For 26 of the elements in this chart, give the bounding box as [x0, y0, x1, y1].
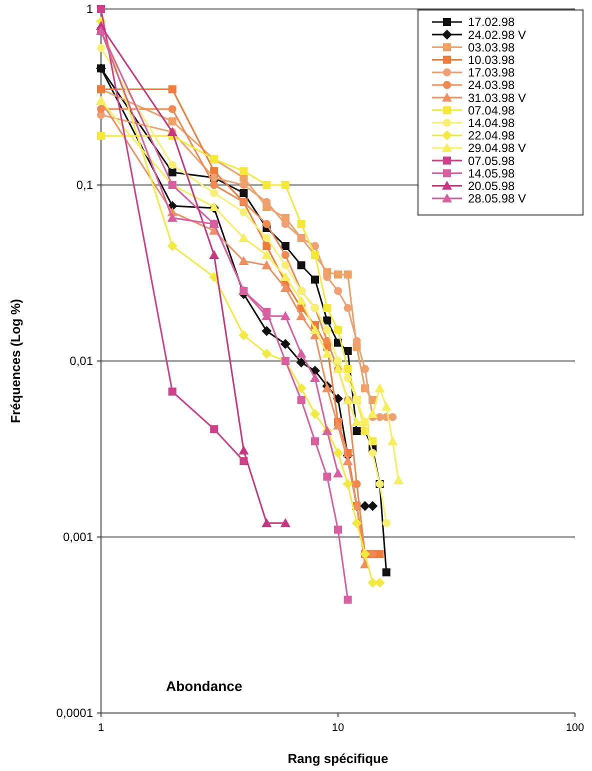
legend-label: 28.05.98 V	[468, 192, 526, 206]
y-tick-label: 0,0001	[56, 706, 94, 720]
x-tick-label: 10	[332, 722, 344, 734]
legend-label: 07.05.98	[468, 154, 516, 168]
y-axis-title: Fréquences (Log %)	[8, 298, 23, 424]
legend-label: 17.03.98	[468, 66, 516, 80]
legend-label: 14.04.98	[468, 116, 516, 130]
legend-label: 03.03.98	[468, 40, 516, 54]
x-axis-title: Rang spécifique	[288, 751, 388, 766]
legend-label: 24.02.98 V	[468, 28, 526, 42]
legend-label: 10.03.98	[468, 53, 516, 67]
x-tick-label: 100	[566, 722, 584, 734]
legend-label: 07.04.98	[468, 103, 516, 118]
x-tick-label: 1	[98, 722, 104, 734]
legend-label: 14.05.98	[468, 166, 516, 180]
legend-label: 20.05.98	[468, 179, 516, 193]
y-tick-label: 0,1	[76, 178, 94, 192]
legend-label: 31.03.98 V	[468, 90, 526, 105]
y-tick-label: 1	[86, 2, 94, 16]
legend-label: 22.04.98	[468, 128, 516, 143]
legend-label: 29.04.98 V	[468, 141, 526, 156]
legend-label: 17.02.98	[468, 15, 516, 30]
y-tick-label: 0,01	[70, 354, 94, 368]
legend-label: 24.03.98	[468, 78, 516, 92]
annotation: Abondance	[166, 678, 242, 694]
y-tick-label: 0,001	[62, 530, 94, 544]
